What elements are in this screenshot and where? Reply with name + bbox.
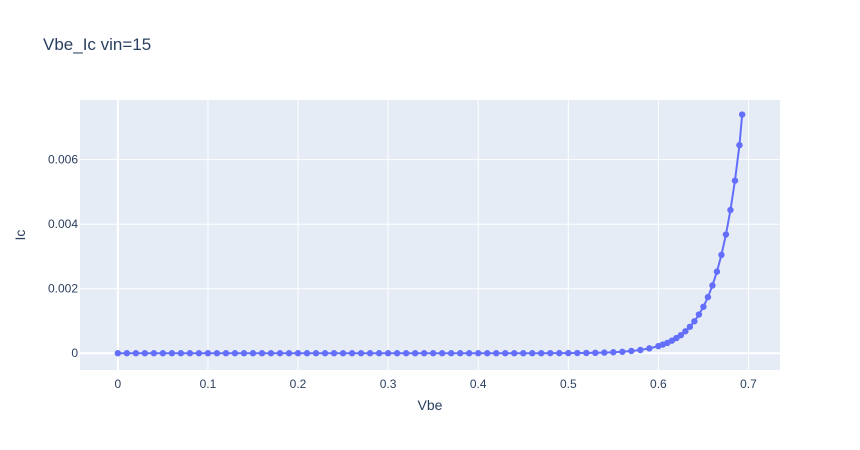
data-point	[691, 318, 698, 325]
x-tick-label: 0.3	[380, 377, 397, 391]
data-point	[592, 349, 599, 357]
data-point	[718, 251, 725, 259]
chart-title: Vbe_Ic vin=15	[43, 35, 151, 54]
data-point	[285, 350, 293, 357]
data-point	[628, 347, 635, 355]
series-0	[114, 111, 746, 357]
data-point	[547, 349, 554, 357]
data-point	[384, 350, 392, 357]
data-point	[493, 350, 500, 357]
data-point	[465, 350, 473, 357]
data-point	[529, 350, 536, 357]
data-point	[556, 349, 563, 357]
data-point	[420, 350, 428, 357]
data-point	[249, 350, 257, 357]
data-point	[312, 350, 320, 357]
data-point	[222, 350, 230, 357]
data-point	[123, 350, 131, 357]
data-point	[619, 348, 626, 355]
data-point	[258, 350, 266, 357]
data-point	[583, 349, 590, 357]
data-point	[141, 350, 149, 357]
data-point	[348, 350, 356, 357]
data-point	[511, 350, 518, 357]
grid-lines	[80, 100, 780, 370]
x-tick-label: 0.2	[290, 377, 307, 391]
data-point	[736, 141, 743, 149]
x-tick-label: 0.1	[200, 377, 217, 391]
data-point	[700, 303, 707, 310]
data-point	[709, 282, 716, 289]
data-point	[538, 349, 545, 357]
data-point	[682, 328, 689, 335]
data-point	[177, 350, 185, 357]
data-point	[713, 268, 721, 275]
data-point	[168, 350, 176, 357]
data-point	[502, 350, 509, 357]
data-point	[484, 350, 491, 357]
plot-area	[80, 100, 780, 370]
x-tick-label: 0.5	[560, 377, 577, 391]
y-tick-label: 0.004	[48, 217, 78, 231]
data-point	[204, 350, 212, 357]
data-point	[276, 350, 284, 357]
data-point	[402, 350, 410, 357]
data-point	[429, 350, 437, 357]
data-point	[610, 349, 617, 356]
data-point	[321, 350, 329, 357]
data-point	[722, 231, 730, 238]
data-point	[677, 331, 685, 339]
x-tick-label: 0.7	[740, 377, 757, 391]
data-point	[704, 293, 712, 301]
tick-labels: 0 0.1 0.2 0.3 0.4 0.5 0.6 0.7 0 0.002 0.004 0.006	[48, 153, 757, 391]
data-point	[339, 350, 347, 357]
y-tick-label: 0	[71, 346, 78, 360]
data-point	[438, 350, 446, 357]
data-point	[456, 350, 464, 357]
data-point	[474, 350, 482, 357]
data-point	[267, 350, 275, 357]
data-point	[159, 350, 167, 357]
x-tick-label: 0.6	[650, 377, 667, 391]
data-point	[330, 350, 338, 357]
data-point	[231, 350, 239, 357]
x-tick-label: 0	[114, 377, 121, 391]
data-point	[150, 350, 158, 357]
data-point	[366, 350, 374, 357]
data-point	[727, 206, 734, 214]
y-axis-title: Ic	[12, 230, 28, 241]
data-point	[695, 311, 703, 318]
data-point	[565, 349, 572, 357]
y-tick-label: 0.006	[48, 153, 78, 167]
data-point	[646, 345, 653, 352]
x-axis-title: Vbe	[418, 397, 443, 413]
data-point	[357, 350, 365, 357]
data-point	[114, 350, 122, 357]
data-point	[294, 350, 302, 357]
data-point	[132, 350, 140, 357]
data-point	[601, 349, 608, 356]
data-point	[186, 350, 194, 357]
data-point	[574, 349, 581, 357]
data-point	[738, 111, 746, 118]
data-point	[411, 350, 419, 357]
data-point	[393, 350, 401, 357]
y-tick-label: 0.002	[48, 282, 78, 296]
data-point	[303, 350, 311, 357]
data-point	[686, 323, 694, 330]
data-point	[731, 177, 739, 184]
data-point	[240, 350, 248, 357]
data-point	[447, 350, 455, 357]
x-tick-label: 0.4	[470, 377, 487, 391]
data-point	[375, 350, 383, 357]
data-point	[637, 346, 644, 354]
data-point	[520, 350, 527, 357]
data-point	[213, 350, 221, 357]
data-point	[195, 350, 203, 357]
